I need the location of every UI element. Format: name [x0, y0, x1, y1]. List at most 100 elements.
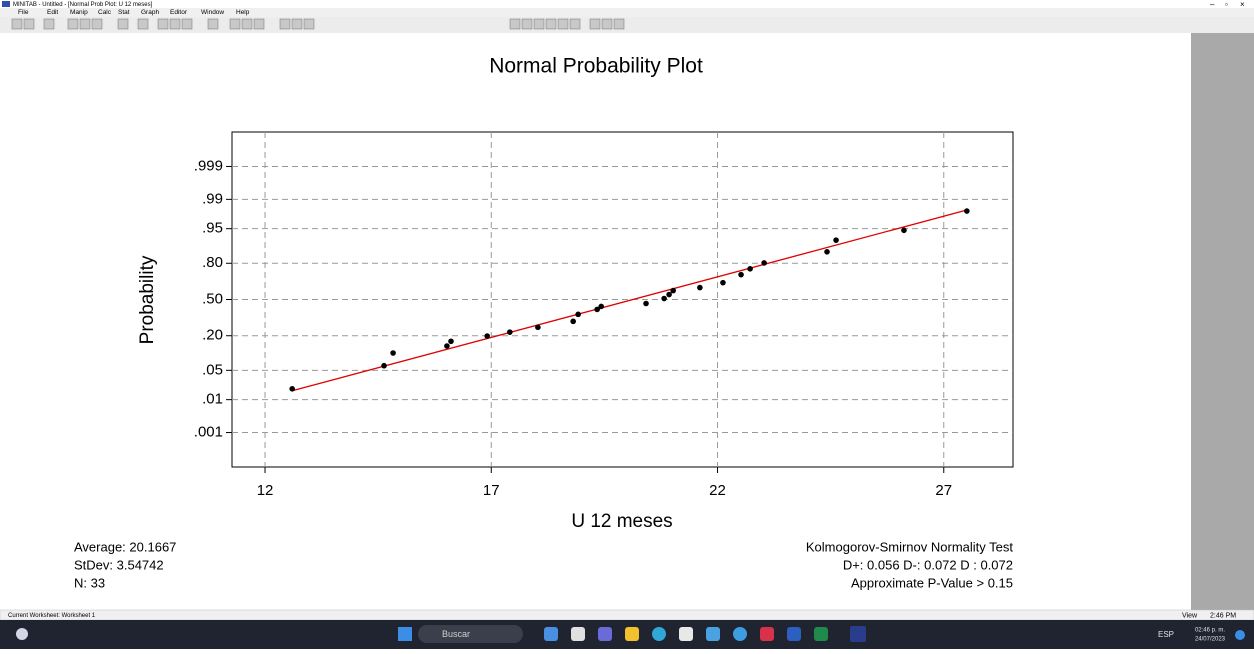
tool-button[interactable]	[157, 18, 169, 30]
tool-button[interactable]	[509, 18, 521, 30]
y-tick-label: .20	[202, 327, 223, 344]
y-axis-label: Probability	[137, 255, 158, 344]
tool-button[interactable]	[545, 18, 557, 30]
app-icon[interactable]	[625, 627, 639, 641]
tray-date[interactable]: 24/07/2023	[1195, 637, 1226, 643]
data-point	[390, 350, 396, 356]
widget-icon[interactable]	[16, 628, 28, 640]
y-tick-label: .05	[202, 361, 223, 378]
app-icon[interactable]	[544, 627, 558, 641]
menu-item[interactable]: Calc	[98, 9, 112, 16]
y-tick-label: .999	[194, 157, 223, 174]
app-icon[interactable]	[652, 627, 666, 641]
tool-button[interactable]	[601, 18, 613, 30]
tool-button[interactable]	[169, 18, 181, 30]
tool-button[interactable]	[67, 18, 79, 30]
app-icon[interactable]	[571, 627, 585, 641]
data-point	[289, 386, 295, 392]
menu-item[interactable]: Manip	[70, 9, 88, 16]
status-view: View	[1182, 612, 1198, 619]
tray-time[interactable]: 02:46 p. m.	[1195, 628, 1225, 634]
app-icon[interactable]	[733, 627, 747, 641]
menu-item[interactable]: Stat	[118, 9, 130, 16]
tool-button[interactable]	[589, 18, 601, 30]
data-point	[697, 284, 703, 291]
tool-button[interactable]	[241, 18, 253, 30]
close[interactable]: ×	[1240, 0, 1245, 9]
data-point	[535, 324, 541, 331]
tool-button[interactable]	[569, 18, 581, 30]
data-point	[643, 300, 649, 307]
tool-button[interactable]	[229, 18, 241, 30]
data-point	[670, 287, 676, 294]
tool-button[interactable]	[279, 18, 291, 30]
tool-button[interactable]	[11, 18, 23, 30]
x-tick-label: 22	[709, 482, 726, 499]
tool-button[interactable]	[117, 18, 129, 30]
tool-button[interactable]	[43, 18, 55, 30]
app-icon[interactable]	[787, 627, 801, 641]
data-point	[964, 208, 970, 214]
tool-button[interactable]	[137, 18, 149, 30]
menu-item[interactable]: Editor	[170, 9, 188, 16]
tool-button[interactable]	[291, 18, 303, 30]
status-worksheet: Current Worksheet: Worksheet 1	[8, 613, 96, 619]
tool-button[interactable]	[253, 18, 265, 30]
menu-item[interactable]: Graph	[141, 9, 159, 16]
menu-item[interactable]: Window	[201, 9, 224, 16]
data-point	[594, 306, 600, 313]
annotation: D+: 0.056 D-: 0.072 D : 0.072	[843, 557, 1013, 572]
minimize[interactable]: –	[1210, 0, 1215, 9]
menu-item[interactable]: File	[18, 9, 29, 16]
tool-button[interactable]	[207, 18, 219, 30]
y-tick-label: .99	[202, 190, 223, 207]
data-point	[761, 260, 767, 266]
menu-item[interactable]: Help	[236, 9, 250, 16]
maximize[interactable]: ▫	[1225, 0, 1228, 9]
annotation: Approximate P-Value > 0.15	[851, 575, 1013, 590]
start-button[interactable]	[398, 627, 412, 641]
tray-lang[interactable]: ESP	[1158, 630, 1174, 639]
toolbar	[0, 17, 1254, 33]
tool-button[interactable]	[181, 18, 193, 30]
data-point	[444, 343, 450, 349]
chart: Normal Probability Plot U 12 meses Proba…	[74, 55, 1014, 590]
menu-item[interactable]: Edit	[47, 9, 58, 16]
annotation: Kolmogorov-Smirnov Normality Test	[806, 539, 1013, 554]
annotation: Average: 20.1667	[74, 539, 176, 554]
search-text: Buscar	[442, 629, 470, 639]
data-point	[448, 338, 454, 345]
y-tick-label: .80	[202, 254, 223, 271]
data-point	[833, 237, 839, 243]
tool-button[interactable]	[79, 18, 91, 30]
notification[interactable]	[1235, 630, 1245, 640]
app-icon[interactable]	[850, 626, 866, 642]
app-icon[interactable]	[706, 627, 720, 641]
data-point	[747, 266, 753, 272]
data-point	[720, 279, 726, 286]
tool-button[interactable]	[533, 18, 545, 30]
data-point	[381, 362, 387, 369]
search-box[interactable]	[418, 625, 523, 643]
tool-button[interactable]	[91, 18, 103, 30]
tool-button[interactable]	[303, 18, 315, 30]
tool-button[interactable]	[613, 18, 625, 30]
x-tick-label: 17	[483, 482, 500, 499]
tool-button[interactable]	[23, 18, 35, 30]
title-bar	[0, 0, 1254, 8]
app-icon[interactable]	[679, 627, 693, 641]
app-icon[interactable]	[760, 627, 774, 641]
menu-bar: File Edit Manip Calc Stat Graph Editor Window He…	[18, 9, 250, 16]
y-tick-label: .50	[202, 290, 223, 307]
data-point	[575, 311, 581, 318]
tool-button[interactable]	[557, 18, 569, 30]
tool-button[interactable]	[521, 18, 533, 30]
status-bar	[0, 609, 1254, 621]
app-icon[interactable]	[598, 627, 612, 641]
data-point	[484, 333, 491, 339]
app-icon[interactable]	[814, 627, 828, 641]
data-point	[507, 329, 513, 335]
taskbar: Buscar ESP 02:46 p. m. 24/07/2023	[0, 620, 1254, 649]
annotation: N: 33	[74, 575, 105, 590]
